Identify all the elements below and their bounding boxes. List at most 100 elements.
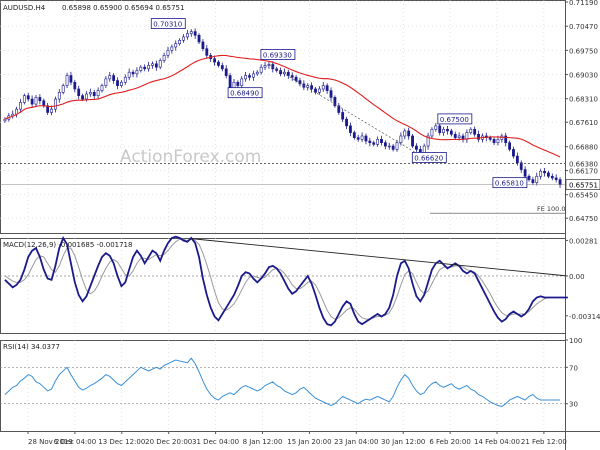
candle-body: [139, 66, 143, 71]
chart-symbol: AUDUSD.H4: [3, 4, 46, 12]
candle-body: [30, 98, 34, 105]
candle-body: [403, 130, 407, 137]
candle-body: [182, 36, 185, 41]
time-axis-label: 8 Jan 12:00: [243, 438, 283, 446]
candle-body: [116, 80, 119, 86]
candle-body: [496, 139, 500, 143]
moving-average-line: [4, 54, 561, 158]
candle-body: [535, 175, 539, 183]
candle-body: [65, 75, 69, 86]
price-tick-label: 0.71190: [569, 0, 598, 7]
candle-body: [248, 75, 251, 78]
candle-body: [104, 78, 108, 86]
candle-body: [539, 170, 543, 177]
candle-body: [329, 90, 333, 98]
candle-body: [42, 100, 46, 107]
candle-body: [298, 80, 302, 85]
candle-body: [317, 88, 321, 93]
candle-body: [46, 105, 50, 113]
panel-frame: [0, 340, 566, 432]
candle-body: [119, 81, 123, 86]
candle-body: [217, 61, 220, 66]
candle-body: [22, 95, 26, 103]
candle-body: [263, 65, 267, 68]
candle-body: [558, 179, 562, 185]
rsi-tick-label: 30: [569, 401, 578, 409]
candle-body: [492, 139, 496, 143]
time-axis-label: 31 Dec 04:00: [192, 438, 239, 446]
candle-body: [360, 135, 364, 140]
candle-body: [383, 142, 387, 147]
price-annotation-label: 0.66620: [414, 154, 443, 162]
price-tick-label: 0.70470: [569, 23, 598, 31]
candle-body: [279, 70, 282, 75]
candle-body: [512, 149, 515, 157]
candle-body: [92, 92, 96, 96]
rsi-tick-label: 70: [569, 364, 578, 372]
candle-body: [380, 139, 383, 143]
time-axis-label: 14 Feb 04:00: [474, 438, 520, 446]
candle-body: [391, 145, 395, 150]
last-price-tag: [565, 179, 600, 190]
candle-body: [15, 108, 18, 115]
candle-body: [154, 63, 158, 68]
candle-body: [333, 97, 337, 107]
candle-body: [185, 33, 189, 38]
time-axis-label: 20 Dec 20:00: [145, 438, 192, 446]
price-annotation-box: [492, 177, 528, 189]
candle-body: [143, 66, 147, 70]
candle-body: [504, 135, 508, 143]
candle-body: [112, 75, 116, 81]
time-axis-label: 6 Feb 20:00: [429, 438, 470, 446]
candle-body: [193, 31, 197, 36]
candle-body: [96, 90, 100, 96]
candle-body: [85, 93, 88, 100]
price-annotation-label: 0.69330: [263, 51, 292, 59]
candle-body: [395, 142, 399, 150]
price-annotation-label: 0.70310: [153, 21, 182, 29]
time-axis-label: 15 Jan 20:00: [287, 438, 331, 446]
candle-body: [220, 65, 224, 70]
macd-trendline: [191, 238, 568, 277]
dashed-level-tag-bg: [566, 158, 600, 169]
candle-body: [337, 105, 341, 113]
candle-body: [314, 88, 317, 93]
candle-body: [38, 97, 42, 102]
candle-body: [457, 135, 461, 138]
candle-body: [469, 128, 473, 133]
price-annotation-box: [227, 87, 263, 99]
candle-body: [147, 65, 150, 70]
time-axis-label: 28 Nov 2019: [28, 438, 73, 446]
price-tick-label: 0.66880: [569, 144, 598, 152]
candle-body: [290, 75, 294, 78]
time-axis-label: 23 Jan 04:00: [334, 438, 378, 446]
macd-title: MACD(12,26,9) -0.001685 -0.001718: [3, 241, 132, 249]
candle-body: [178, 39, 182, 44]
macd-main-line: [4, 235, 568, 327]
candle-body: [189, 31, 193, 34]
time-axis-label: 30 Jan 12:00: [381, 438, 425, 446]
candle-body: [426, 135, 430, 147]
candle-body: [508, 142, 511, 150]
candle-body: [438, 125, 442, 133]
watermark-text: ActionForex.com: [120, 147, 261, 167]
candle-body: [236, 81, 240, 86]
candle-body: [259, 66, 263, 73]
candle-body: [205, 48, 209, 56]
candle-body: [488, 137, 492, 140]
candle-body: [531, 179, 535, 183]
candle-body: [372, 142, 376, 145]
candle-body: [294, 76, 298, 81]
candle-body: [453, 133, 457, 138]
candle-body: [345, 118, 348, 127]
candle-body: [50, 108, 53, 113]
candle-body: [197, 34, 201, 43]
candle-body: [543, 170, 546, 174]
candle-body: [19, 102, 22, 110]
candle-body: [387, 145, 391, 148]
candle-body: [352, 132, 356, 138]
candle-body: [151, 63, 154, 66]
candle-body: [135, 70, 139, 75]
time-axis-label: 21 Feb 12:00: [521, 438, 567, 446]
